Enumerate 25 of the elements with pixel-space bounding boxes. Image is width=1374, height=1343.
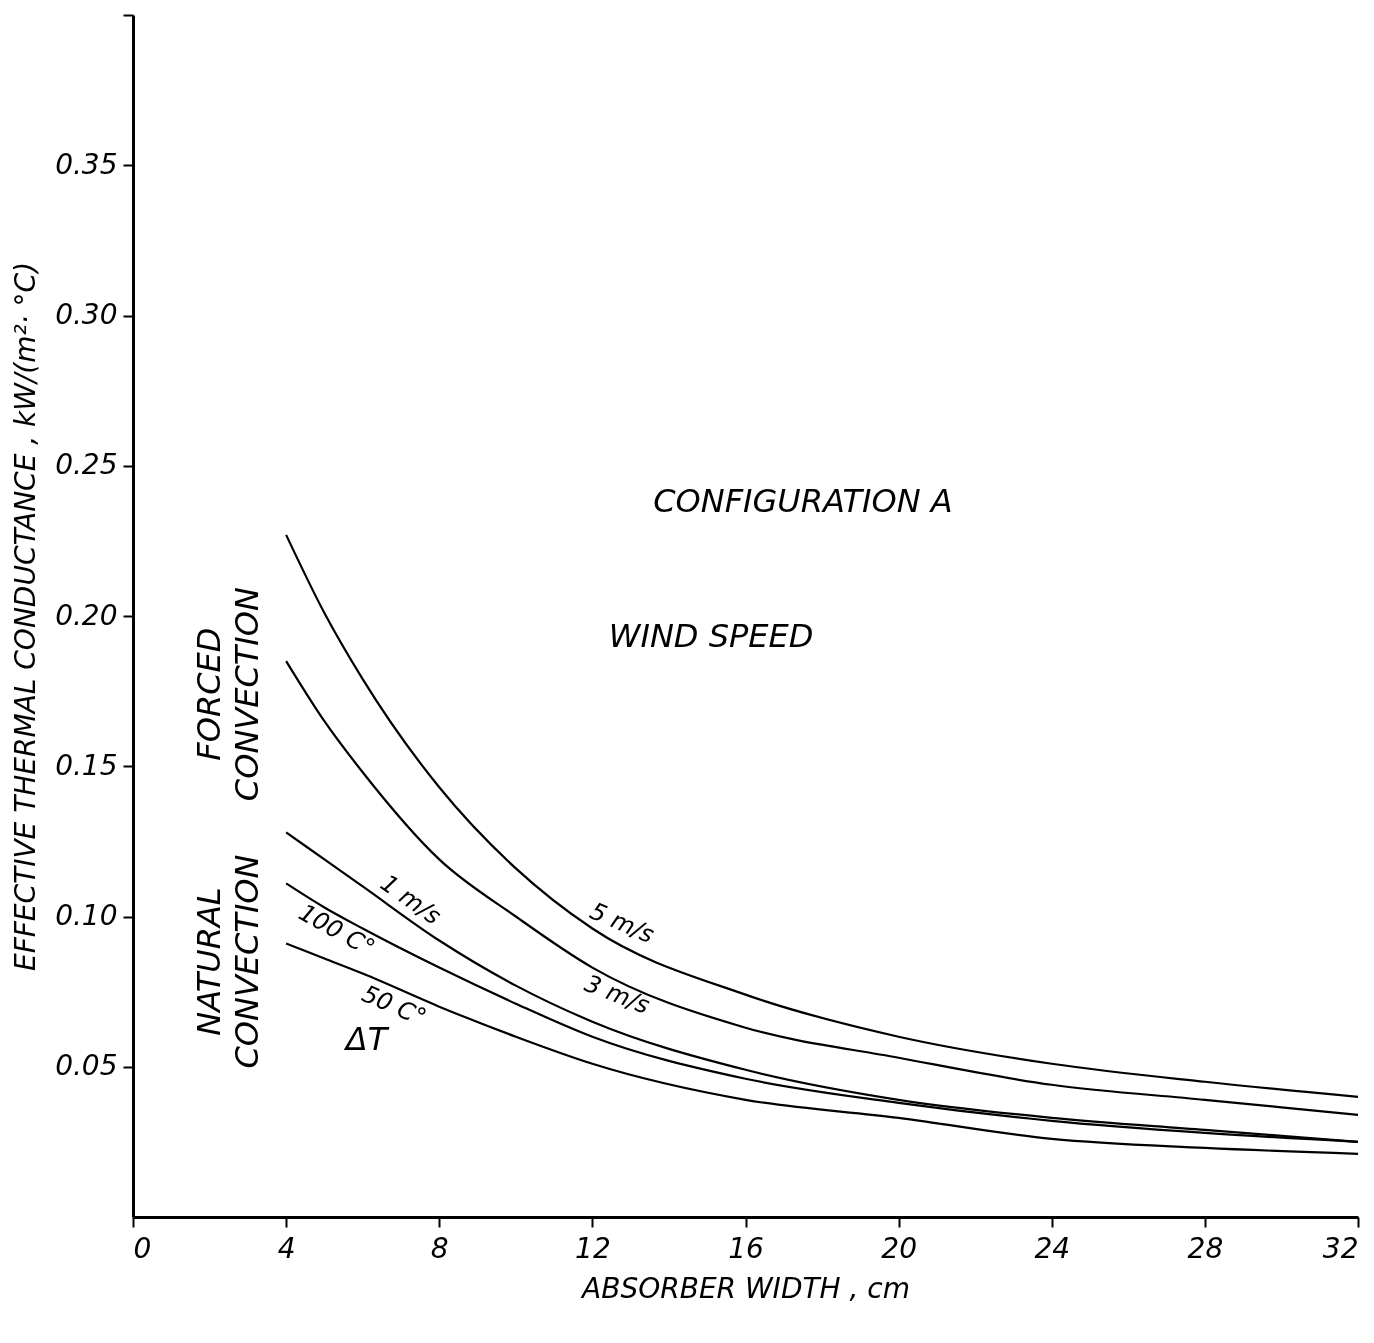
- annotation: ΔT: [342, 1019, 390, 1058]
- x-tick-label: 20: [881, 1231, 917, 1265]
- x-tick-label: 0: [133, 1231, 152, 1265]
- text: 5 m/s: [585, 896, 659, 949]
- x-tick-label: 28: [1187, 1231, 1224, 1265]
- annotation: CONFIGURATION A: [653, 481, 953, 520]
- y-tick-label: 0.05: [55, 1049, 118, 1083]
- x-tick-label: 12: [575, 1231, 611, 1265]
- annotation: WIND SPEED: [608, 617, 814, 656]
- y-tick-label: 0.25: [55, 448, 118, 482]
- y-tick-label: 0.20: [55, 598, 118, 632]
- y-tick-label: 0.15: [55, 748, 118, 782]
- y-tick-label: 0.30: [55, 298, 118, 331]
- x-tick-label: 16: [728, 1231, 764, 1265]
- y-axis-title: EFFECTIVE THERMAL CONDUCTANCE , kW/(m²· °C): [9, 261, 43, 972]
- text: 3 m/s: [580, 969, 654, 1020]
- x-axis-title: ABSORBER WIDTH , cm: [580, 1271, 910, 1305]
- annotation: FORCED CONVECTION: [189, 587, 266, 802]
- annotation: NATURAL CONVECTION: [189, 854, 266, 1069]
- y-tick-label: 0.10: [55, 899, 118, 932]
- x-tick-label: 24: [1034, 1231, 1071, 1265]
- x-tick-label: 4: [277, 1231, 296, 1265]
- y-tick-label: 0.35: [55, 147, 118, 181]
- x-tick-label: 8: [430, 1231, 449, 1265]
- x-tick-label: 32: [1322, 1231, 1359, 1265]
